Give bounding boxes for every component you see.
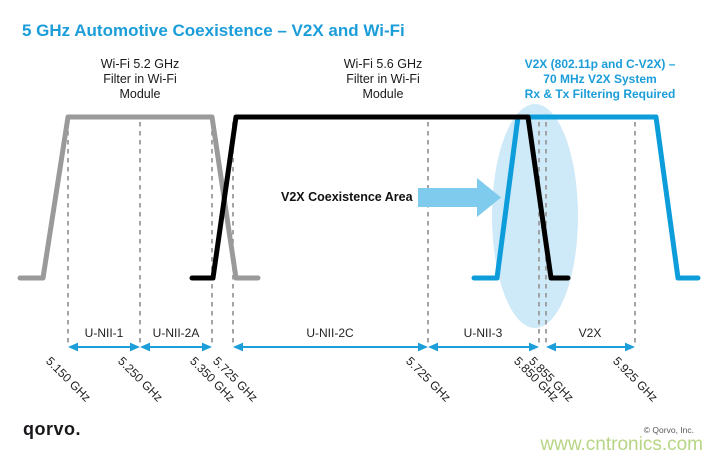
band-label-unii1: U-NII-1 — [84, 326, 124, 340]
coexistence-arrow-icon — [418, 178, 501, 217]
page-title: 5 GHz Automotive Coexistence – V2X and W… — [22, 21, 405, 40]
v2x-system-label-line2: 70 MHz V2X System — [543, 72, 657, 86]
wifi52-label-line1: Wi-Fi 5.2 GHz — [100, 57, 180, 71]
wifi52-label-line2: Filter in Wi-Fi — [103, 72, 177, 86]
wifi56-label-line3: Module — [362, 87, 404, 101]
wifi56-label-line1: Wi-Fi 5.6 GHz — [343, 57, 423, 71]
wifi56-label-line2: Filter in Wi-Fi — [346, 72, 420, 86]
band-arrows — [68, 342, 635, 352]
wifi52-label: Wi-Fi 5.2 GHz Filter in Wi-Fi Module — [101, 57, 179, 102]
v2x-filter-curve — [471, 114, 701, 281]
band-label-v2x: V2X — [578, 326, 602, 340]
wifi56-filter-curve — [189, 114, 571, 281]
v2x-system-label-line3: Rx & Tx Filtering Required — [524, 87, 676, 101]
qorvo-logo: qorvo. — [23, 419, 82, 439]
band-label-unii2a: U-NII-2A — [152, 326, 200, 340]
coexistence-area-label: V2X Coexistence Area — [281, 190, 413, 204]
wifi56-label: Wi-Fi 5.6 GHz Filter in Wi-Fi Module — [344, 57, 422, 102]
wifi52-filter-curve — [17, 114, 261, 281]
wifi52-label-line3: Module — [119, 87, 161, 101]
band-label-unii3: U-NII-3 — [463, 326, 503, 340]
v2x-system-label-line1: V2X (802.11p and C-V2X) – — [524, 57, 676, 71]
watermark-text: www.cntronics.com — [540, 434, 703, 455]
v2x-system-label: V2X (802.11p and C-V2X) – 70 MHz V2X Sys… — [525, 57, 676, 102]
copyright-text: © Qorvo, Inc. — [643, 425, 694, 435]
band-label-unii2c: U-NII-2C — [306, 326, 354, 340]
